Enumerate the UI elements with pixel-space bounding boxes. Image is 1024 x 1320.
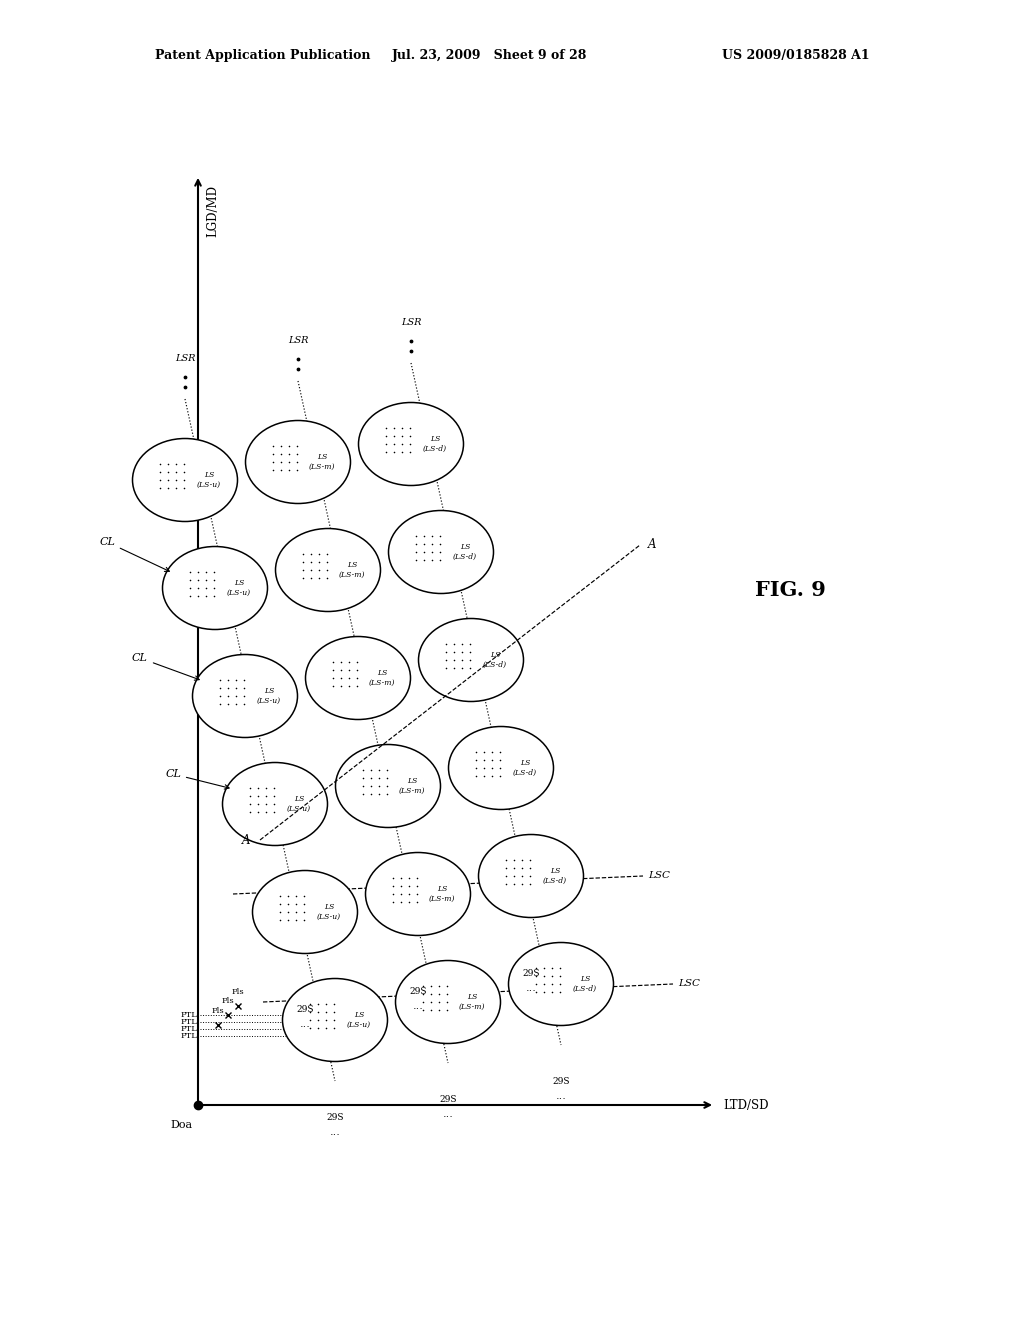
Text: LS
(LS-u): LS (LS-u) xyxy=(347,1011,371,1028)
Ellipse shape xyxy=(305,636,411,719)
Text: LS
(LS-m): LS (LS-m) xyxy=(459,993,485,1011)
Text: PTL: PTL xyxy=(180,1026,197,1034)
Text: Patent Application Publication: Patent Application Publication xyxy=(155,49,371,62)
Text: ...: ... xyxy=(300,1019,310,1030)
Text: LSR: LSR xyxy=(400,318,421,327)
Text: 29S: 29S xyxy=(522,969,540,978)
Text: LGD/MD: LGD/MD xyxy=(206,185,219,238)
Ellipse shape xyxy=(132,438,238,521)
Text: LS
(LS-u): LS (LS-u) xyxy=(317,903,341,921)
Text: LS
(LS-d): LS (LS-d) xyxy=(423,436,447,453)
Text: LS
(LS-u): LS (LS-u) xyxy=(227,579,251,597)
Text: LSR: LSR xyxy=(288,337,308,345)
Text: LS
(LS-m): LS (LS-m) xyxy=(339,561,366,579)
Text: A: A xyxy=(242,833,250,846)
Ellipse shape xyxy=(395,961,501,1044)
Text: LS
(LS-u): LS (LS-u) xyxy=(197,471,221,488)
Text: Doa: Doa xyxy=(171,1119,193,1130)
Ellipse shape xyxy=(283,978,387,1061)
Ellipse shape xyxy=(366,853,470,936)
Text: LS
(LS-m): LS (LS-m) xyxy=(369,669,395,686)
Ellipse shape xyxy=(358,403,464,486)
Text: A: A xyxy=(648,539,656,552)
Ellipse shape xyxy=(163,546,267,630)
Text: ...: ... xyxy=(525,983,537,993)
Text: LS
(LS-d): LS (LS-d) xyxy=(453,543,477,561)
Text: 29S: 29S xyxy=(439,1096,457,1104)
Ellipse shape xyxy=(336,744,440,828)
Text: LSC: LSC xyxy=(678,979,700,989)
Text: CL: CL xyxy=(99,537,169,572)
Ellipse shape xyxy=(388,511,494,594)
Text: Pls: Pls xyxy=(212,1007,224,1015)
Text: 29S: 29S xyxy=(296,1005,313,1014)
Text: PTL: PTL xyxy=(180,1032,197,1040)
Text: PTL: PTL xyxy=(180,1011,197,1019)
Text: Pls: Pls xyxy=(221,997,234,1005)
Text: US 2009/0185828 A1: US 2009/0185828 A1 xyxy=(722,49,870,62)
Text: LS
(LS-d): LS (LS-d) xyxy=(483,651,507,669)
Text: ...: ... xyxy=(330,1127,340,1137)
Text: 29S: 29S xyxy=(552,1077,569,1086)
Text: LS
(LS-m): LS (LS-m) xyxy=(429,886,456,903)
Ellipse shape xyxy=(478,834,584,917)
Text: CL: CL xyxy=(132,653,200,680)
Text: LS
(LS-m): LS (LS-m) xyxy=(398,777,425,795)
Ellipse shape xyxy=(275,528,381,611)
Ellipse shape xyxy=(449,726,554,809)
Text: LS
(LS-d): LS (LS-d) xyxy=(513,759,537,777)
Ellipse shape xyxy=(193,655,298,738)
Ellipse shape xyxy=(222,763,328,846)
Text: LS
(LS-d): LS (LS-d) xyxy=(573,975,597,993)
Text: LS
(LS-u): LS (LS-u) xyxy=(287,795,311,813)
Text: LS
(LS-u): LS (LS-u) xyxy=(257,688,281,705)
Text: Pls: Pls xyxy=(231,987,245,997)
Text: PTL: PTL xyxy=(180,1018,197,1026)
Text: FIG. 9: FIG. 9 xyxy=(755,579,825,601)
Text: ...: ... xyxy=(413,1001,424,1011)
Ellipse shape xyxy=(246,421,350,503)
Text: 29S: 29S xyxy=(327,1113,344,1122)
Text: LSC: LSC xyxy=(648,871,670,880)
Text: ...: ... xyxy=(556,1092,566,1101)
Text: LS
(LS-d): LS (LS-d) xyxy=(543,867,567,884)
Text: ...: ... xyxy=(442,1109,454,1119)
Text: LS
(LS-m): LS (LS-m) xyxy=(309,453,335,471)
Ellipse shape xyxy=(509,942,613,1026)
Text: Jul. 23, 2009   Sheet 9 of 28: Jul. 23, 2009 Sheet 9 of 28 xyxy=(392,49,588,62)
Text: LTD/SD: LTD/SD xyxy=(723,1098,768,1111)
Text: LSR: LSR xyxy=(175,354,196,363)
Ellipse shape xyxy=(419,619,523,701)
Text: 29S: 29S xyxy=(410,987,427,997)
Ellipse shape xyxy=(253,870,357,953)
Text: CL: CL xyxy=(165,770,229,789)
